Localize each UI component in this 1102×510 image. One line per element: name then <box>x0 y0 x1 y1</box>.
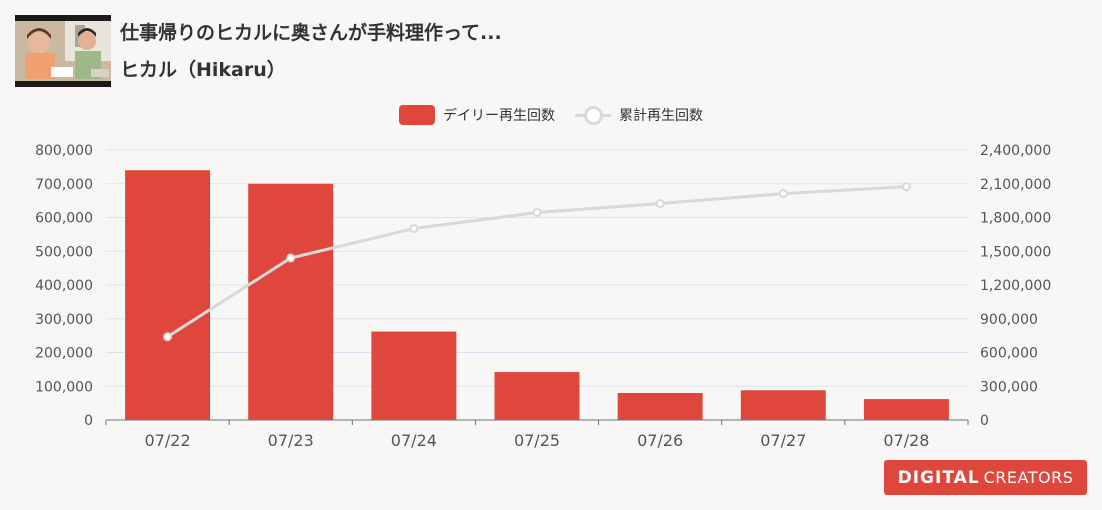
point-cumulative-07-22 <box>163 332 173 342</box>
x-tick-label: 07/23 <box>268 431 314 450</box>
logo-text-bold: DIGITAL <box>897 467 980 488</box>
x-tick-label: 07/27 <box>760 431 806 450</box>
x-tick-label: 07/25 <box>514 431 560 450</box>
y-right-tick-label: 600,000 <box>980 346 1038 362</box>
point-cumulative-07-27 <box>778 189 788 199</box>
y-right-tick-label: 1,200,000 <box>980 278 1051 294</box>
legend-label-daily: デイリー再生回数 <box>443 108 555 124</box>
y-left-tick-label: 300,000 <box>35 312 93 328</box>
legend-item-cumulative[interactable]: 累計再生回数 <box>575 105 703 125</box>
y-left-tick-label: 800,000 <box>35 143 93 159</box>
bar-daily-07-28 <box>863 399 949 420</box>
video-thumbnail[interactable] <box>15 15 111 87</box>
video-title[interactable]: 仕事帰りのヒカルに奥さんが手料理作って... <box>120 22 502 44</box>
legend-label-cumulative: 累計再生回数 <box>619 108 703 124</box>
y-right-tick-label: 2,100,000 <box>980 177 1051 193</box>
logo-text-light: CREATORS <box>983 468 1074 487</box>
y-right-tick-label: 1,500,000 <box>980 244 1051 260</box>
bar-daily-07-26 <box>617 393 703 420</box>
point-cumulative-07-26 <box>655 199 665 209</box>
y-left-tick-label: 600,000 <box>35 211 93 227</box>
legend-item-daily[interactable]: デイリー再生回数 <box>399 105 555 125</box>
y-left-tick-label: 0 <box>84 413 93 429</box>
chart-legend: デイリー再生回数 累計再生回数 <box>0 103 1102 127</box>
digital-creators-logo: DIGITAL CREATORS <box>884 460 1087 495</box>
x-tick-label: 07/24 <box>391 431 437 450</box>
y-right-tick-label: 0 <box>980 413 989 429</box>
point-cumulative-07-28 <box>901 182 911 192</box>
y-right-tick-label: 1,800,000 <box>980 211 1051 227</box>
x-tick-label: 07/26 <box>637 431 683 450</box>
x-tick-label: 07/28 <box>883 431 929 450</box>
bar-daily-07-22 <box>125 170 211 420</box>
y-left-tick-label: 200,000 <box>35 346 93 362</box>
y-left-tick-label: 700,000 <box>35 177 93 193</box>
y-right-tick-label: 300,000 <box>980 379 1038 395</box>
legend-bar-swatch <box>399 105 435 125</box>
point-cumulative-07-25 <box>532 208 542 218</box>
bar-daily-07-25 <box>494 372 580 420</box>
bar-daily-07-23 <box>248 183 334 420</box>
y-right-tick-label: 2,400,000 <box>980 143 1051 159</box>
y-left-tick-label: 400,000 <box>35 278 93 294</box>
point-cumulative-07-24 <box>409 224 419 234</box>
y-right-tick-label: 900,000 <box>980 312 1038 328</box>
y-left-tick-label: 100,000 <box>35 379 93 395</box>
x-tick-label: 07/22 <box>145 431 191 450</box>
bar-daily-07-24 <box>371 331 457 420</box>
channel-name[interactable]: ヒカル（Hikaru） <box>120 59 286 81</box>
legend-line-swatch <box>575 105 611 125</box>
bar-daily-07-27 <box>740 390 826 420</box>
y-left-tick-label: 500,000 <box>35 244 93 260</box>
point-cumulative-07-23 <box>286 253 296 263</box>
